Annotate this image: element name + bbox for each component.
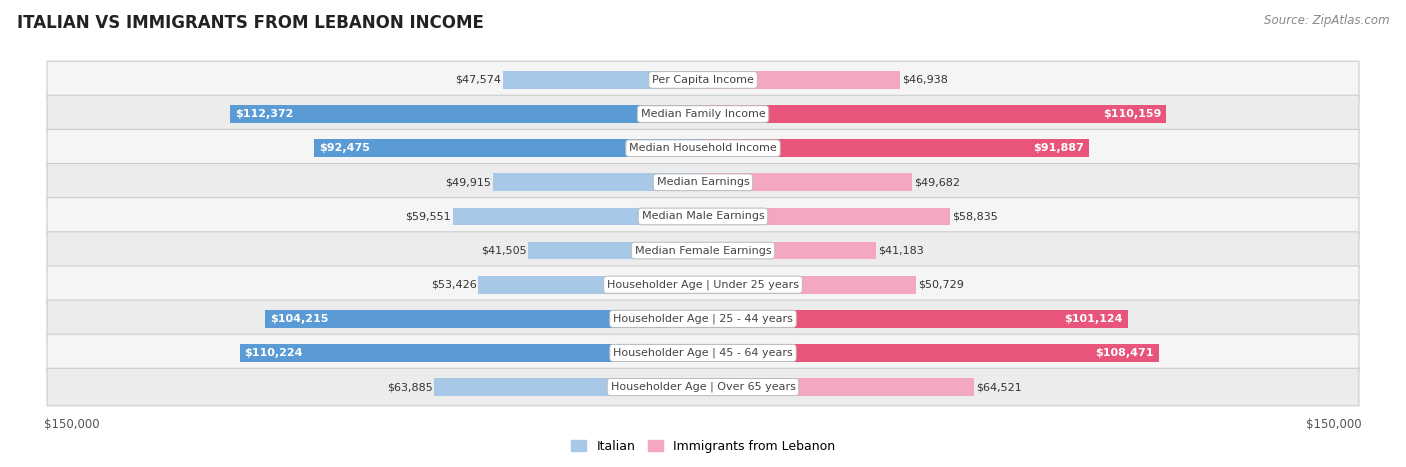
Text: $64,521: $64,521 — [976, 382, 1022, 392]
Bar — [264, 310, 703, 328]
Text: Source: ZipAtlas.com: Source: ZipAtlas.com — [1264, 14, 1389, 27]
Text: Median Household Income: Median Household Income — [628, 143, 778, 153]
Text: $59,551: $59,551 — [405, 212, 451, 221]
Text: Median Family Income: Median Family Income — [641, 109, 765, 119]
Text: $110,224: $110,224 — [245, 348, 304, 358]
Text: $104,215: $104,215 — [270, 314, 328, 324]
Text: $50,729: $50,729 — [918, 280, 965, 290]
Text: ITALIAN VS IMMIGRANTS FROM LEBANON INCOME: ITALIAN VS IMMIGRANTS FROM LEBANON INCOM… — [17, 14, 484, 32]
FancyBboxPatch shape — [46, 163, 1360, 201]
Text: $92,475: $92,475 — [319, 143, 370, 153]
FancyBboxPatch shape — [46, 300, 1360, 338]
Bar — [703, 378, 974, 396]
Bar — [703, 173, 912, 191]
Bar — [453, 207, 703, 225]
Text: Median Earnings: Median Earnings — [657, 177, 749, 187]
Text: $41,183: $41,183 — [879, 246, 924, 255]
Text: $110,159: $110,159 — [1102, 109, 1161, 119]
Bar — [703, 71, 900, 89]
Bar — [703, 344, 1159, 362]
Text: $49,682: $49,682 — [914, 177, 960, 187]
Text: Per Capita Income: Per Capita Income — [652, 75, 754, 85]
Text: Householder Age | 45 - 64 years: Householder Age | 45 - 64 years — [613, 348, 793, 358]
Text: Householder Age | Over 65 years: Householder Age | Over 65 years — [610, 382, 796, 392]
Text: $41,505: $41,505 — [481, 246, 527, 255]
Text: $47,574: $47,574 — [456, 75, 501, 85]
Text: $108,471: $108,471 — [1095, 348, 1154, 358]
FancyBboxPatch shape — [46, 266, 1360, 304]
FancyBboxPatch shape — [46, 95, 1360, 133]
Bar — [239, 344, 703, 362]
Text: Householder Age | 25 - 44 years: Householder Age | 25 - 44 years — [613, 313, 793, 324]
Bar — [529, 242, 703, 260]
FancyBboxPatch shape — [46, 129, 1360, 167]
Text: Median Male Earnings: Median Male Earnings — [641, 212, 765, 221]
Text: $101,124: $101,124 — [1064, 314, 1123, 324]
Bar — [434, 378, 703, 396]
Bar — [703, 242, 876, 260]
Text: $63,885: $63,885 — [387, 382, 433, 392]
Text: $46,938: $46,938 — [903, 75, 948, 85]
Bar — [703, 105, 1166, 123]
Text: $91,887: $91,887 — [1033, 143, 1084, 153]
Bar — [503, 71, 703, 89]
Bar — [314, 139, 703, 157]
Legend: Italian, Immigrants from Lebanon: Italian, Immigrants from Lebanon — [567, 435, 839, 458]
Text: $58,835: $58,835 — [952, 212, 998, 221]
Bar — [231, 105, 703, 123]
Text: Householder Age | Under 25 years: Householder Age | Under 25 years — [607, 279, 799, 290]
Text: Median Female Earnings: Median Female Earnings — [634, 246, 772, 255]
FancyBboxPatch shape — [46, 232, 1360, 269]
Bar — [478, 276, 703, 294]
Bar — [494, 173, 703, 191]
Bar — [703, 139, 1090, 157]
Text: $112,372: $112,372 — [236, 109, 294, 119]
Bar — [703, 207, 950, 225]
FancyBboxPatch shape — [46, 368, 1360, 406]
FancyBboxPatch shape — [46, 198, 1360, 235]
Text: $49,915: $49,915 — [446, 177, 491, 187]
FancyBboxPatch shape — [46, 334, 1360, 372]
FancyBboxPatch shape — [46, 61, 1360, 99]
Text: $53,426: $53,426 — [430, 280, 477, 290]
Bar — [703, 276, 917, 294]
Bar — [703, 310, 1128, 328]
